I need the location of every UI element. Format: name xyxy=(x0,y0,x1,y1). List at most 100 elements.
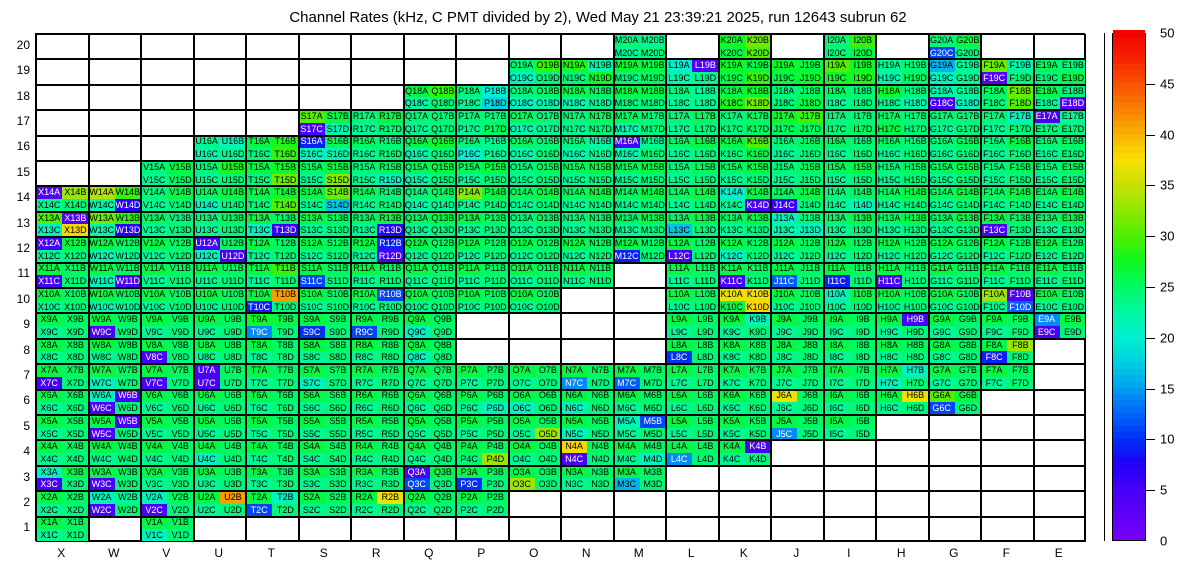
grid-cell: I17A I17B I17C I17D xyxy=(823,110,876,136)
channel-pad: W6D xyxy=(114,402,141,414)
grid-cell: V5A V5B V5C V5D xyxy=(141,415,194,441)
channel-pad: R12B xyxy=(377,238,403,250)
channel-pad: N15D xyxy=(587,173,613,186)
channel-pad: M13A xyxy=(614,212,640,225)
channel-pad: V3A xyxy=(141,466,168,479)
channel-pad: J9A xyxy=(771,314,798,327)
channel-pad: K12A xyxy=(719,238,745,250)
channel-pad: E18D xyxy=(1059,97,1086,110)
grid-cell xyxy=(981,516,1034,542)
channel-pad: V1D xyxy=(167,529,193,541)
colorbar-segment xyxy=(1113,30,1145,39)
grid-cell: K9A K9B K9C K9D xyxy=(718,313,771,339)
channel-pad: S8B xyxy=(324,339,351,352)
channel-pad: W9A xyxy=(89,314,115,327)
channel-pad: H13D xyxy=(902,224,928,237)
channel-pad: E12A xyxy=(1034,238,1060,250)
channel-pad: T5A xyxy=(246,416,273,428)
channel-pad: R13B xyxy=(377,212,403,225)
channel-pad: M18C xyxy=(614,97,640,110)
channel-pad: R8C xyxy=(351,351,378,364)
grid-cell: M20A M20B M20C M20D xyxy=(613,34,666,60)
channel-pad: N17D xyxy=(587,122,613,135)
channel-pad: I11B xyxy=(849,263,876,276)
grid-cell: I8A I8B I8C I8D xyxy=(823,338,876,365)
colorbar-segment xyxy=(1113,43,1145,52)
grid-cell: H13A H13B H13C H13D xyxy=(876,211,929,238)
grid-cell xyxy=(561,313,614,339)
channel-pad: X14C xyxy=(36,199,63,211)
channel-pad: O7B xyxy=(534,365,561,377)
channel-pad: I14D xyxy=(849,199,876,211)
grid-cell: T4A T4B T4C T4D xyxy=(246,440,299,466)
channel-pad: Q9A xyxy=(404,314,430,327)
grid-cell xyxy=(561,516,614,542)
channel-pad: L17D xyxy=(692,122,718,135)
colorbar-segment xyxy=(1113,366,1145,375)
channel-pad: U11B xyxy=(219,263,246,276)
grid-cell: I18A I18B I18C I18D xyxy=(823,84,876,111)
channel-pad: P17A xyxy=(456,111,483,123)
channel-pad: E18A xyxy=(1034,85,1060,98)
channel-pad: Q3C xyxy=(404,478,430,491)
channel-pad: I6D xyxy=(849,402,876,414)
channel-pad: N12D xyxy=(587,249,613,262)
grid-cell: U7A U7B U7C U7D xyxy=(193,364,246,390)
channel-pad: E9A xyxy=(1034,314,1060,327)
channel-pad: M5A xyxy=(614,416,640,428)
channel-pad: K8B xyxy=(744,339,771,352)
channel-pad: J16D xyxy=(797,148,823,160)
grid-cell: J19A J19B J19C J19D xyxy=(771,59,824,85)
channel-pad: X1D xyxy=(62,529,88,541)
grid-cell xyxy=(981,34,1034,60)
channel-pad: O12D xyxy=(534,249,561,262)
channel-pad: L9B xyxy=(692,314,718,327)
grid-cell: U5A U5B U5C U5D xyxy=(193,415,246,441)
grid-cell xyxy=(141,34,194,60)
channel-pad: K6A xyxy=(719,390,745,403)
channel-pad: H9A xyxy=(876,314,903,327)
channel-pad: V3D xyxy=(167,478,193,491)
x-axis-label: M xyxy=(633,546,644,560)
channel-pad: F12A xyxy=(981,238,1008,250)
grid-cell: G11A G11B G11C G11D xyxy=(928,262,981,288)
channel-pad: M15D xyxy=(639,173,666,186)
x-axis-label: R xyxy=(371,546,381,560)
channel-pad: H16D xyxy=(902,148,928,160)
channel-pad: X11C xyxy=(36,275,63,287)
channel-pad: E14D xyxy=(1059,199,1086,211)
y-axis-label: 12 xyxy=(16,240,30,255)
channel-pad: E10B xyxy=(1059,289,1086,301)
channel-pad: S6A xyxy=(299,390,325,403)
channel-pad: U14B xyxy=(219,187,246,200)
channel-pad: S10B xyxy=(324,289,351,301)
channel-pad: R14D xyxy=(377,199,403,211)
colorbar-segment xyxy=(1113,246,1145,255)
channel-pad: S8A xyxy=(299,339,325,352)
channel-pad: Q16A xyxy=(404,136,430,149)
channel-pad: K4B xyxy=(744,441,771,454)
channel-pad: S13C xyxy=(299,224,325,237)
channel-pad: V2D xyxy=(167,503,193,516)
channel-pad: T13B xyxy=(272,212,298,225)
channel-pad: F8B xyxy=(1007,339,1033,352)
channel-pad: V9B xyxy=(167,314,193,327)
channel-pad: F14D xyxy=(1007,199,1033,211)
channel-pad: G18B xyxy=(954,85,981,98)
channel-pad: K11A xyxy=(719,263,745,276)
channel-pad: S10C xyxy=(299,300,325,313)
channel-pad: Q7A xyxy=(404,365,430,377)
channel-pad: P14D xyxy=(482,199,508,211)
y-axis-label: 1 xyxy=(23,520,30,535)
channel-pad: O12C xyxy=(509,249,535,262)
channel-pad: I17C xyxy=(824,122,850,135)
channel-pad: K9A xyxy=(719,314,745,327)
channel-pad: J7A xyxy=(771,365,798,377)
channel-pad: O11B xyxy=(534,263,561,276)
grid-cell: M18A M18B M18C M18D xyxy=(613,84,666,111)
channel-pad: N13D xyxy=(587,224,613,237)
colorbar-segment xyxy=(1113,290,1145,299)
channel-pad: S17C xyxy=(299,122,325,135)
channel-pad: M15B xyxy=(639,161,666,174)
channel-pad: V9D xyxy=(167,326,193,338)
